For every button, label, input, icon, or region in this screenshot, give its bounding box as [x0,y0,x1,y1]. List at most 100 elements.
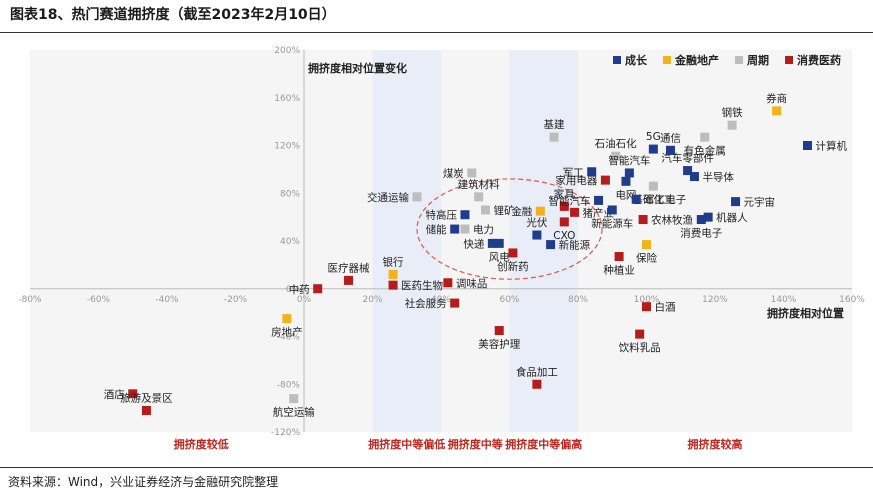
data-point-label: 锂矿 [494,204,515,217]
data-point-label: 创新药 [497,260,529,273]
data-point [631,194,641,204]
zone-label: 拥挤度中等偏低 [368,437,445,451]
data-point-label: 光伏 [526,216,547,229]
y-axis-label: 拥挤度相对位置变化 [308,61,407,75]
data-point-label: 饮料乳品 [619,341,661,354]
legend-swatch [735,56,743,64]
y-tick-label: 160% [274,94,300,104]
legend-swatch [613,56,621,64]
data-point-label: 石油石化 [595,137,637,150]
data-point [559,201,569,211]
data-point [802,141,812,150]
data-point-label: 社会服务 [405,297,447,310]
data-point-label: 通信 [660,132,681,144]
x-tick-label: 40% [431,295,451,305]
zone-label: 拥挤度中等偏高 [505,437,582,451]
data-point-label: 新能源 [559,239,591,252]
data-point [460,210,470,220]
page-title: 图表18、热门赛道拥挤度（截至2023年2月10日） [10,7,336,23]
data-point-label: 券商 [766,92,787,105]
data-point-label: 有色金属 [684,144,726,157]
zone-label: 拥挤度较低 [174,437,229,451]
data-point-label: 猪产业 [583,206,615,219]
data-point [689,172,699,182]
data-point-label: 种植业 [603,264,635,277]
data-point-label: 建筑材料 [458,178,500,191]
data-point-label: 酒店 [104,388,125,401]
data-point [621,176,631,186]
x-tick-label: 60% [499,295,519,305]
data-point-label: 家用电器 [555,174,597,187]
data-point-label: 家具 [554,187,575,200]
x-tick-label: 100% [634,295,660,305]
data-point-label: 调味品 [456,278,488,290]
x-tick-label: -60% [87,295,111,305]
data-point-label: CXO [553,230,575,242]
data-point-label: 煤炭 [443,167,464,180]
legend-label: 周期 [747,53,769,67]
x-tick-label: 80% [568,295,588,305]
data-point-label: 军工 [563,167,584,179]
data-point [648,144,658,154]
data-point [289,394,299,404]
data-point [772,106,782,116]
data-point-label: 智能汽车 [549,194,591,207]
data-point [642,240,651,250]
data-point [683,166,693,176]
data-point [587,167,597,177]
legend-swatch [663,56,671,64]
data-point [128,389,138,399]
data-point-label: 军工电子 [644,193,686,206]
y-tick-label: -80% [277,380,301,390]
data-point [614,252,624,262]
legend-label: 成长 [625,53,648,67]
data-point [450,298,460,308]
data-point [696,215,706,225]
y-tick-label: 40% [280,237,300,247]
data-point [594,195,604,205]
zone-bands: 拥挤度较低 拥挤度中等偏低 拥挤度中等 拥挤度中等偏高 拥挤度较高 [30,50,852,451]
data-point [508,248,518,258]
data-point [494,238,504,248]
y-tick-label: 80% [280,189,300,199]
data-point-label: 房地产 [271,326,303,339]
x-tick-label: -40% [155,295,179,305]
data-point [388,280,398,290]
data-point-label: 农林牧渔 [651,214,693,227]
data-point [388,269,398,279]
data-point-label: 美容护理 [478,338,520,351]
data-point [412,192,422,202]
data-point-label: 新能源车 [591,217,633,230]
data-point [460,224,470,234]
data-point-label: 元宇宙 [744,196,776,209]
data-point [487,238,497,248]
data-point [648,181,658,191]
y-tick-label: -120% [271,428,300,438]
data-point [481,205,491,215]
data-point-label: 食品加工 [516,365,558,378]
data-point [635,329,645,339]
legend-label: 消费医药 [797,53,841,67]
data-point-label: 储能 [426,223,447,236]
data-point-label: 白酒 [655,301,676,314]
zone-band-3 [509,50,578,432]
data-point [535,206,545,216]
title-divider [0,32,873,33]
data-point [549,132,559,142]
data-point-label: 基建 [544,118,565,131]
x-tick-label: -20% [224,295,248,305]
data-point [727,120,737,130]
data-point-label: 基础化工 [632,193,674,206]
axes: -80% -60% -40% -20% 0% 20% 40% 60% 80% 100% 120% 14… [18,46,865,438]
data-point [700,132,710,142]
data-point-label: 金融 [511,205,532,218]
x-axis-label: 拥挤度相对位置 [767,306,844,320]
data-point-label: 医疗器械 [328,261,370,274]
x-tick-label: 140% [771,295,797,305]
data-point [607,205,617,215]
x-tick-label: 0% [297,295,312,305]
x-tick-label: 20% [362,295,382,305]
data-point [665,145,675,155]
data-point-label: 计算机 [815,140,847,153]
data-point-label: 智能汽车 [608,154,650,167]
